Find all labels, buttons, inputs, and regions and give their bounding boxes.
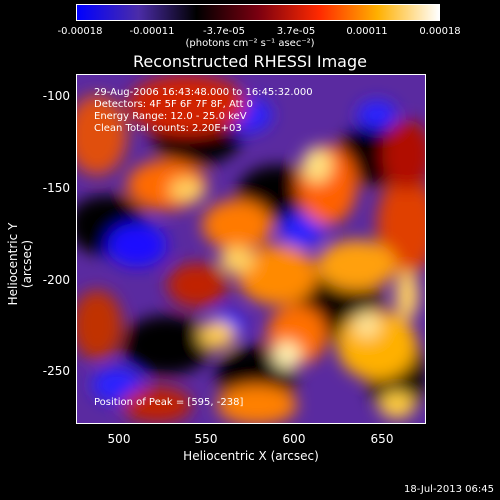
image-blob	[127, 75, 247, 135]
colorbar-tick: 0.00011	[346, 26, 388, 37]
image-blob	[379, 391, 415, 419]
image-blob	[167, 263, 227, 307]
image-blob	[77, 290, 122, 360]
image-blob	[219, 246, 255, 274]
image-blob	[273, 341, 301, 369]
x-tick-label: 650	[370, 432, 394, 446]
image-blob	[317, 240, 397, 290]
image-blob	[122, 315, 212, 375]
image-blob	[77, 95, 127, 175]
x-axis-label: Heliocentric X (arcsec)	[183, 449, 319, 463]
image-blob	[122, 387, 192, 423]
y-tick-label: -150	[42, 181, 70, 195]
image-blob	[217, 385, 297, 423]
colorbar-tick: -0.00011	[129, 26, 175, 37]
image-blob	[202, 200, 272, 250]
x-tick-label: 550	[194, 432, 218, 446]
x-tick-label: 500	[107, 432, 131, 446]
y-axis-label: Heliocentric Y (arcsec)	[6, 222, 34, 306]
y-tick-label: -200	[42, 273, 70, 287]
image-blob	[357, 100, 397, 130]
info-clean: Clean Total counts: 2.20E+03	[94, 123, 242, 134]
y-tick-label: -100	[42, 89, 70, 103]
info-energy: Energy Range: 12.0 - 25.0 keV	[94, 111, 247, 122]
colorbar-tick: 3.7e-05	[276, 26, 316, 37]
image-blob	[280, 212, 324, 248]
x-tick-label: 600	[282, 432, 306, 446]
image-blob	[353, 311, 381, 339]
rhessi-image	[76, 74, 426, 424]
image-blobs	[77, 75, 425, 423]
image-blob	[107, 223, 167, 267]
image-blob	[382, 120, 425, 190]
image-blob	[199, 321, 235, 349]
image-canvas	[77, 75, 425, 423]
plot-title: Reconstructed RHESSI Image	[133, 52, 367, 71]
colorbar-tick: 0.00018	[419, 26, 461, 37]
image-blob	[169, 178, 205, 202]
info-peak-position: Position of Peak = [595, -238]	[94, 397, 244, 408]
colorbar-units: (photons cm⁻² s⁻¹ asec⁻²)	[185, 38, 315, 49]
colorbar-tick: -0.00018	[57, 26, 103, 37]
image-blob	[377, 175, 425, 275]
info-detectors: Detectors: 4F 5F 6F 7F 8F, Att 0	[94, 99, 254, 110]
y-tick-label: -250	[42, 364, 70, 378]
image-blob	[302, 147, 332, 183]
image-blob	[395, 270, 419, 320]
info-time-range: 29-Aug-2006 16:43:48.000 to 16:45:32.000	[94, 87, 313, 98]
image-blob	[237, 245, 317, 305]
colorbar	[76, 4, 440, 21]
timestamp: 18-Jul-2013 06:45	[403, 484, 494, 495]
colorbar-tick: -3.7e-05	[203, 26, 245, 37]
